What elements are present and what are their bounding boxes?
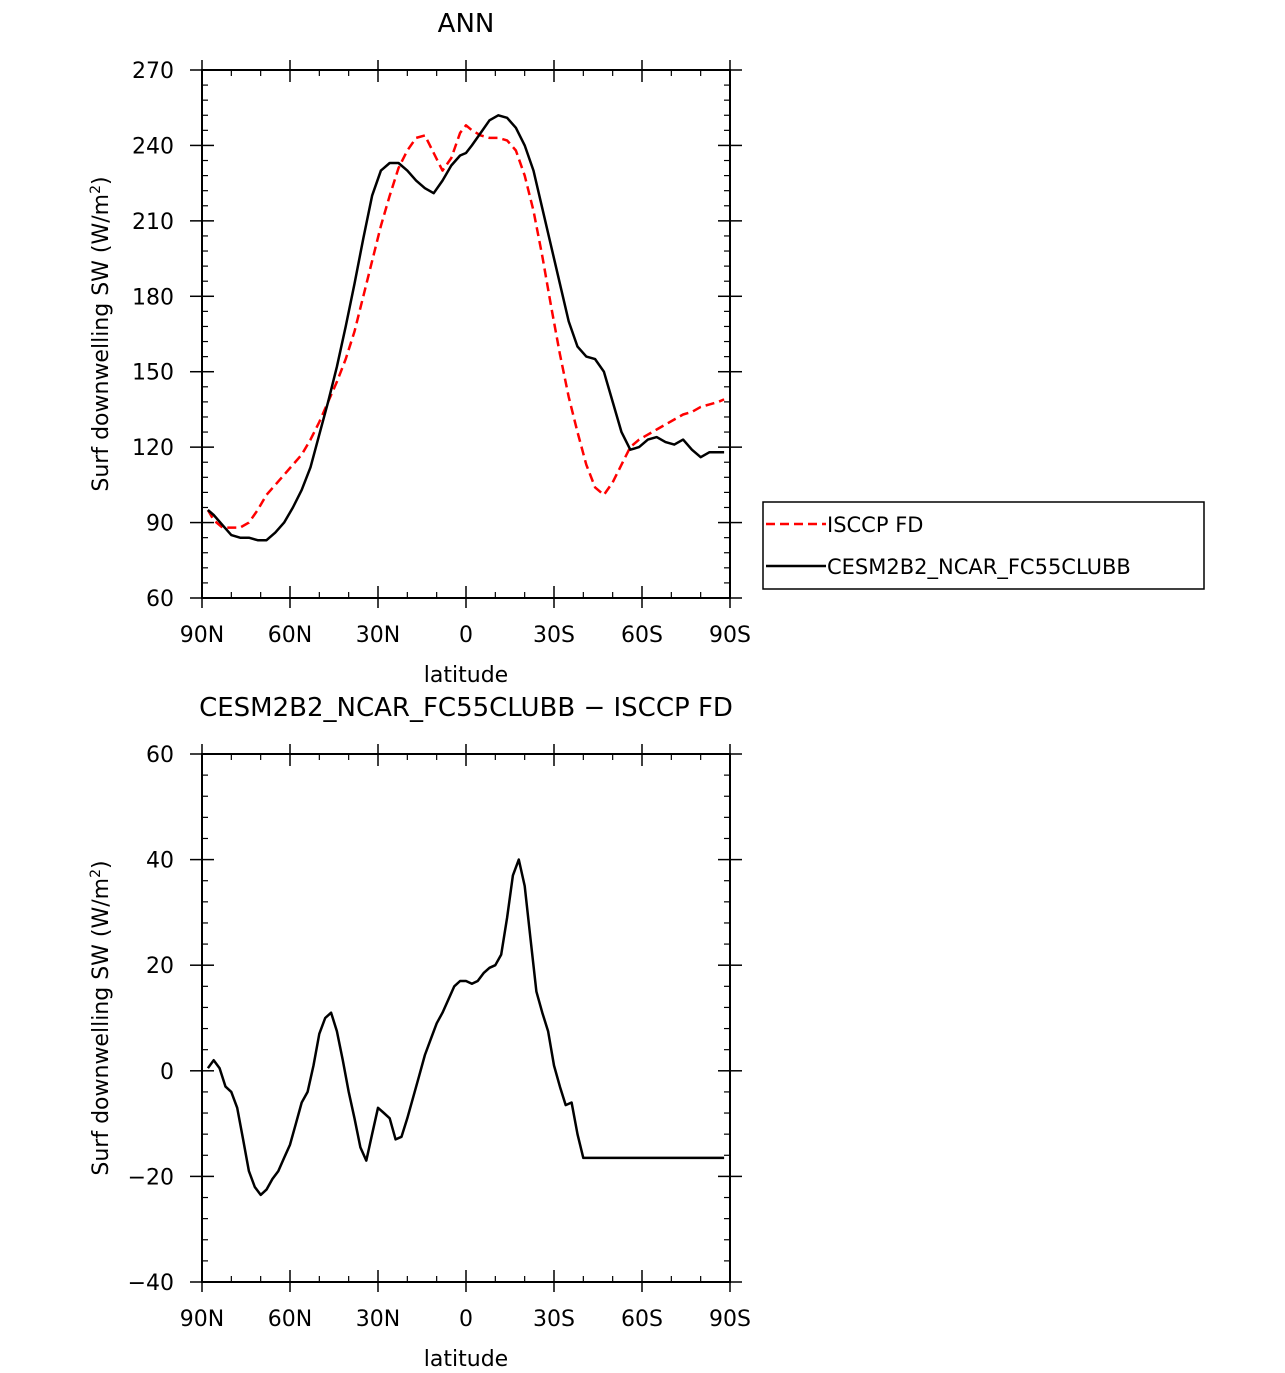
y-tick-label: 270 xyxy=(132,59,174,84)
plot-frame xyxy=(201,69,731,599)
x-tick-label: 60S xyxy=(621,623,663,648)
x-tick-label: 60S xyxy=(621,1307,663,1332)
legend-label-isccp: ISCCP FD xyxy=(827,513,923,537)
y-axis-label-main: Surf downwelling SW (W/m xyxy=(89,878,114,1176)
y-axis-label-close: ) xyxy=(89,176,114,185)
legend-box xyxy=(762,501,1205,590)
tick-marks xyxy=(190,744,742,1292)
series-line-series-0 xyxy=(206,858,725,1197)
y-axis-label-sup: 2 xyxy=(88,869,104,878)
y-tick-label: 20 xyxy=(146,954,174,979)
tick-marks xyxy=(190,60,742,608)
x-tick-label: 60N xyxy=(268,623,312,648)
series-line-cesm2b2-ncar-fc55clubb xyxy=(207,114,725,542)
legend: ISCCP FD CESM2B2_NCAR_FC55CLUBB xyxy=(762,501,1205,590)
x-tick-label: 30S xyxy=(533,623,575,648)
panel-top: ANN 90N 60N 30N 0 30S 60S 90S 60 90 120 150 180 210… xyxy=(88,9,1205,688)
legend-label-cesm: CESM2B2_NCAR_FC55CLUBB xyxy=(827,555,1131,580)
x-tick-label: 90S xyxy=(709,623,751,648)
plot-frame xyxy=(201,753,731,1283)
y-tick-labels: 60 90 120 150 180 210 240 270 xyxy=(132,59,174,612)
y-tick-label: 240 xyxy=(132,134,174,159)
y-tick-label: 60 xyxy=(146,743,174,768)
y-axis-label: Surf downwelling SW (W/m2) xyxy=(88,860,114,1175)
x-tick-label: 0 xyxy=(459,1307,473,1332)
y-tick-labels: −40 −20 0 20 40 60 xyxy=(128,743,174,1296)
chart-title: CESM2B2_NCAR_FC55CLUBB − ISCCP FD xyxy=(199,693,733,723)
panel-bottom: CESM2B2_NCAR_FC55CLUBB − ISCCP FD 90N 60N… xyxy=(88,693,751,1372)
y-axis-label-sup: 2 xyxy=(88,185,104,194)
x-tick-label: 90N xyxy=(180,1307,224,1332)
y-tick-label: 210 xyxy=(132,210,174,235)
y-tick-label: 150 xyxy=(132,361,174,386)
y-axis-label-close: ) xyxy=(89,860,114,869)
y-tick-label: 180 xyxy=(132,285,174,310)
y-tick-label: −40 xyxy=(128,1271,174,1296)
x-tick-label: 30N xyxy=(356,623,400,648)
x-tick-label: 30S xyxy=(533,1307,575,1332)
x-axis-label: latitude xyxy=(424,1347,508,1372)
y-tick-label: 90 xyxy=(146,512,174,537)
x-tick-label: 0 xyxy=(459,623,473,648)
x-tick-labels: 90N 60N 30N 0 30S 60S 90S xyxy=(180,1307,751,1332)
x-tick-labels: 90N 60N 30N 0 30S 60S 90S xyxy=(180,623,751,648)
chart-title: ANN xyxy=(438,9,495,39)
series-lines xyxy=(206,114,725,542)
series-lines xyxy=(206,858,725,1197)
y-tick-label: 120 xyxy=(132,436,174,461)
series-line-isccp-fd xyxy=(206,124,725,529)
y-axis-label: Surf downwelling SW (W/m2) xyxy=(88,176,114,491)
x-tick-label: 30N xyxy=(356,1307,400,1332)
x-tick-label: 60N xyxy=(268,1307,312,1332)
x-axis-label: latitude xyxy=(424,663,508,688)
x-tick-label: 90N xyxy=(180,623,224,648)
y-tick-label: −20 xyxy=(128,1165,174,1190)
y-tick-label: 0 xyxy=(160,1060,174,1085)
y-tick-label: 60 xyxy=(146,587,174,612)
y-tick-label: 40 xyxy=(146,849,174,874)
x-tick-label: 90S xyxy=(709,1307,751,1332)
y-axis-label-main: Surf downwelling SW (W/m xyxy=(89,194,114,492)
